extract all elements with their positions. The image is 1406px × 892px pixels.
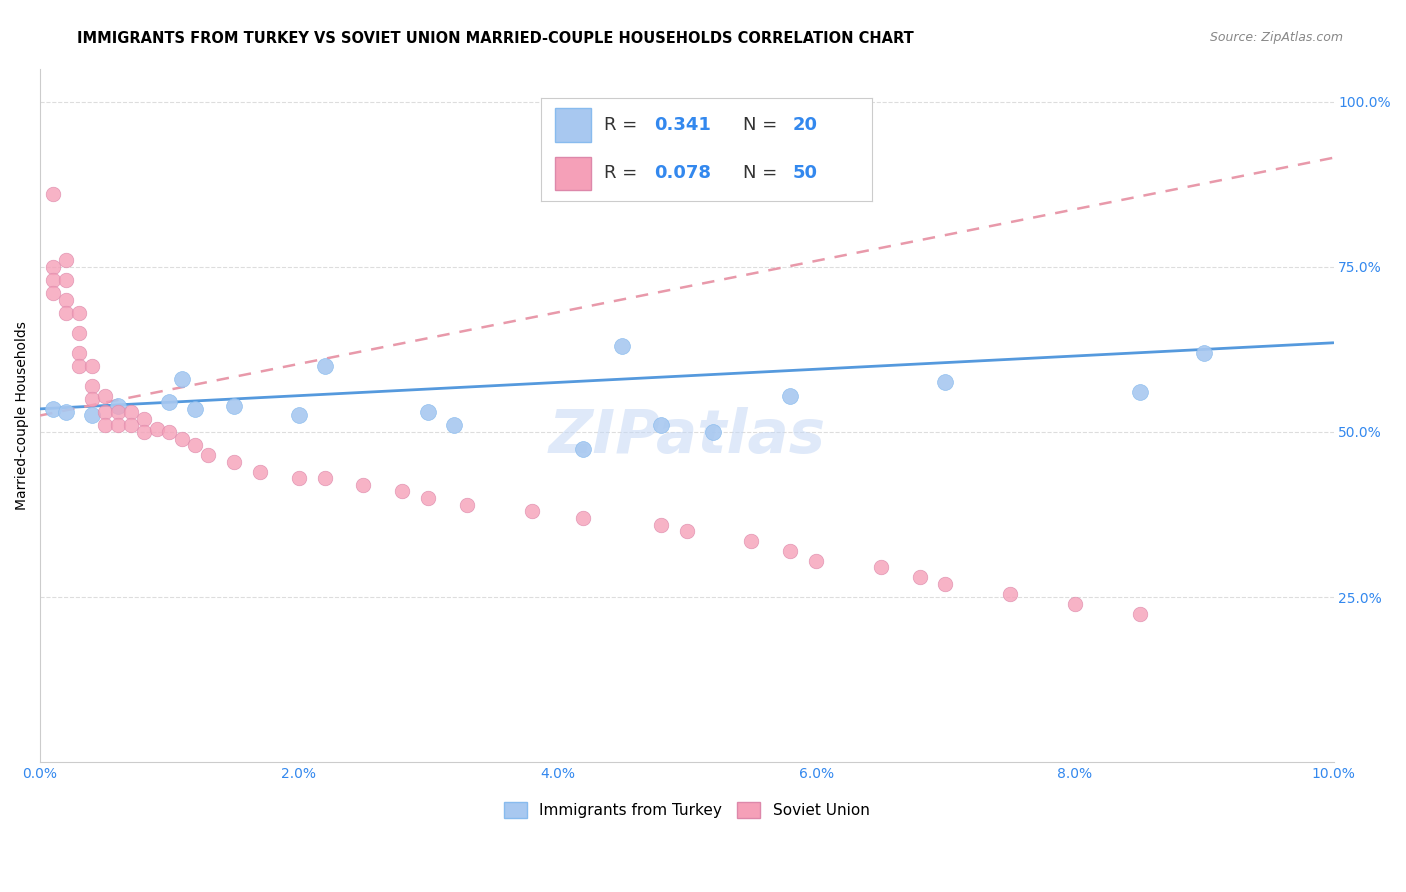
Point [1192, 345, 1215, 359]
Point [779, 544, 801, 558]
Point [107, 399, 129, 413]
Point [869, 560, 891, 574]
Point [67, 359, 90, 373]
Point [650, 517, 672, 532]
FancyBboxPatch shape [554, 109, 591, 142]
Point [132, 411, 155, 425]
Point [650, 418, 672, 433]
Point [353, 478, 375, 492]
Text: Source: ZipAtlas.com: Source: ZipAtlas.com [1209, 31, 1343, 45]
Text: IMMIGRANTS FROM TURKEY VS SOVIET UNION MARRIED-COUPLE HOUSEHOLDS CORRELATION CHA: IMMIGRANTS FROM TURKEY VS SOVIET UNION M… [77, 31, 914, 46]
Point [42, 273, 65, 287]
Point [934, 376, 956, 390]
Point [55, 253, 77, 268]
Text: 0.078: 0.078 [654, 164, 710, 182]
Text: N =: N = [742, 164, 783, 182]
Point [520, 504, 543, 518]
Point [610, 339, 633, 353]
Point [249, 465, 271, 479]
Point [1063, 597, 1085, 611]
Text: 50: 50 [793, 164, 817, 182]
Point [42, 401, 65, 416]
Point [107, 405, 129, 419]
Point [314, 359, 336, 373]
Point [94, 418, 117, 433]
Point [998, 587, 1021, 601]
Point [288, 471, 311, 485]
Point [740, 534, 762, 549]
Text: R =: R = [605, 116, 643, 134]
Legend: Immigrants from Turkey, Soviet Union: Immigrants from Turkey, Soviet Union [498, 796, 876, 824]
Point [224, 399, 246, 413]
Point [443, 418, 465, 433]
Point [145, 422, 167, 436]
Y-axis label: Married-couple Households: Married-couple Households [15, 321, 30, 510]
Text: 0.341: 0.341 [654, 116, 710, 134]
Point [572, 442, 595, 456]
Point [184, 438, 207, 452]
Point [418, 405, 440, 419]
Point [1128, 385, 1150, 400]
Point [94, 405, 117, 419]
Point [132, 425, 155, 439]
Point [184, 401, 207, 416]
Point [172, 432, 194, 446]
Point [159, 425, 181, 439]
Point [456, 498, 478, 512]
Point [675, 524, 697, 538]
Point [120, 405, 142, 419]
Point [80, 409, 103, 423]
Text: 20: 20 [793, 116, 817, 134]
Point [779, 389, 801, 403]
Point [224, 455, 246, 469]
Text: R =: R = [605, 164, 643, 182]
Point [288, 409, 311, 423]
Point [55, 405, 77, 419]
Point [67, 326, 90, 340]
Text: ZIPatlas: ZIPatlas [548, 407, 825, 466]
Point [1128, 607, 1150, 621]
Point [80, 392, 103, 406]
Point [80, 359, 103, 373]
Point [42, 286, 65, 301]
FancyBboxPatch shape [554, 157, 591, 190]
Point [120, 418, 142, 433]
Point [80, 378, 103, 392]
Point [67, 306, 90, 320]
Point [55, 293, 77, 307]
Point [197, 448, 219, 462]
Point [67, 345, 90, 359]
Point [934, 577, 956, 591]
Point [159, 395, 181, 409]
Point [418, 491, 440, 505]
Point [702, 425, 724, 439]
Point [107, 418, 129, 433]
Point [314, 471, 336, 485]
Point [42, 187, 65, 202]
Point [55, 273, 77, 287]
Text: N =: N = [742, 116, 783, 134]
Point [42, 260, 65, 274]
Point [94, 389, 117, 403]
Point [55, 306, 77, 320]
Point [908, 570, 931, 584]
Point [804, 554, 827, 568]
Point [572, 511, 595, 525]
Point [172, 372, 194, 386]
Point [391, 484, 413, 499]
